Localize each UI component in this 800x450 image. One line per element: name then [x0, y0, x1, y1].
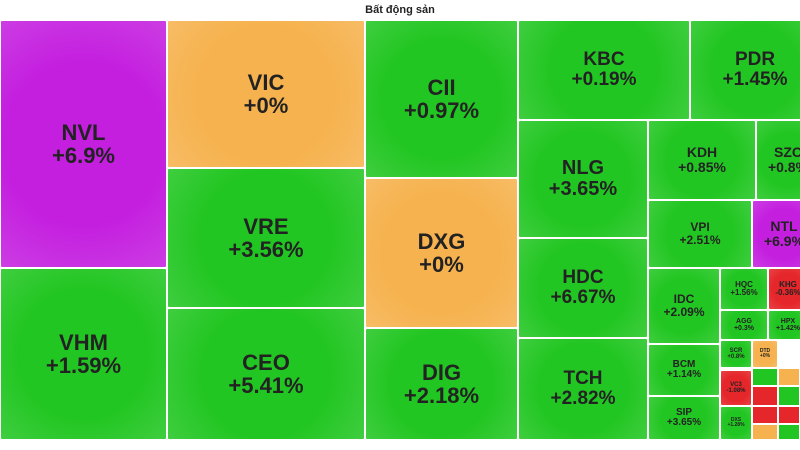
small-tile [752, 406, 778, 424]
ticker: VRE [243, 213, 289, 239]
change: +6.67% [550, 287, 616, 308]
change: +1.14% [666, 369, 702, 380]
tile[interactable]: SZC+0.8% [756, 120, 800, 200]
change: +3.56% [228, 237, 304, 262]
change: +1.42% [776, 325, 800, 332]
change: +0% [759, 353, 771, 359]
change: +1.56% [730, 288, 758, 297]
ticker: DTD [759, 347, 771, 354]
ticker: VIC [247, 69, 285, 95]
tile[interactable]: KHG -0.36% [768, 268, 800, 310]
tile[interactable]: KBC +0.19% [518, 20, 690, 120]
tile[interactable]: VRE +3.56% [167, 168, 365, 308]
ticker: SZC [774, 144, 800, 161]
ticker: HDC [562, 267, 604, 289]
tile[interactable]: VC3 -1.08% [720, 370, 752, 406]
tile[interactable]: HPX +1.42% [768, 310, 800, 340]
change: +0% [419, 252, 464, 277]
tile[interactable]: TCH +2.82% [518, 338, 648, 440]
ticker: VC3 [730, 381, 742, 388]
change: +5.41% [228, 373, 304, 398]
small-tile [778, 406, 800, 424]
ticker: NTL [770, 218, 798, 235]
tile[interactable]: DTD +0% [752, 340, 778, 368]
change: +0.85% [678, 159, 726, 175]
change: +0.8% [767, 159, 800, 175]
small-tile [778, 386, 800, 406]
tile[interactable]: SIP +3.65% [648, 396, 720, 440]
ticker: KDH [686, 144, 718, 161]
change: +0.97% [403, 98, 480, 123]
small-tile [752, 424, 778, 440]
change: +2.51% [679, 233, 721, 247]
ticker: PDR [734, 49, 776, 71]
small-tile [778, 424, 800, 440]
ticker: TCH [563, 368, 603, 390]
tile[interactable]: KDH +0.85% [648, 120, 756, 200]
tile[interactable]: NLG +3.65% [518, 120, 648, 238]
change: +0.8% [727, 354, 745, 360]
tile[interactable]: DXS +1.28% [720, 406, 752, 440]
ticker: VHM [59, 329, 108, 355]
tile[interactable]: VHM +1.59% [0, 268, 167, 440]
change: +3.65% [548, 178, 618, 200]
tile[interactable]: PDR +1.45% [690, 20, 800, 120]
ticker: HQC [735, 279, 753, 289]
ticker: SCR [729, 347, 743, 354]
tile[interactable]: NVL +6.9% [0, 20, 167, 268]
change: +2.09% [663, 305, 705, 319]
ticker: DIG [421, 359, 462, 385]
small-tile [752, 386, 778, 406]
tile[interactable]: VIC +0% [167, 20, 365, 168]
tile[interactable]: SCR +0.8% [720, 340, 752, 368]
change: +0% [243, 93, 289, 118]
ticker: BCM [672, 358, 696, 370]
tile[interactable]: HDC +6.67% [518, 238, 648, 338]
small-tile [778, 368, 800, 386]
tile[interactable]: DIG +2.18% [365, 328, 518, 440]
change: +6.9% [763, 233, 800, 249]
change: +1.28% [727, 422, 745, 428]
tile[interactable]: HQC +1.56% [720, 268, 768, 310]
ticker: VPI [690, 220, 710, 235]
change: +2.82% [550, 388, 616, 409]
tile[interactable]: NTL+6.9% [752, 200, 800, 268]
tile[interactable]: VPI +2.51% [648, 200, 752, 268]
chart-title: Bất động sản [365, 4, 435, 16]
change: -1.08% [726, 388, 746, 394]
tile[interactable]: DXG +0% [365, 178, 518, 328]
change: +0.3% [733, 325, 755, 332]
tile[interactable]: BCM +1.14% [648, 344, 720, 396]
change: +3.65% [666, 417, 702, 428]
ticker: CEO [242, 349, 290, 375]
change: +1.59% [45, 353, 122, 378]
tile[interactable]: AGG +0.3% [720, 310, 768, 340]
ticker: CII [427, 74, 456, 100]
change: +0.19% [571, 69, 637, 90]
change: -0.36% [775, 288, 800, 297]
ticker: NVL [61, 119, 106, 145]
ticker: AGG [736, 317, 752, 325]
tile[interactable]: CII +0.97% [365, 20, 518, 178]
ticker: DXS [730, 416, 742, 423]
ticker: IDC [673, 292, 695, 307]
tile[interactable]: CEO +5.41% [167, 308, 365, 440]
change: +6.9% [52, 143, 115, 168]
ticker: NLG [561, 157, 605, 179]
change: +1.45% [722, 69, 788, 90]
ticker: KBC [583, 49, 625, 71]
ticker: DXG [417, 228, 466, 254]
tile[interactable]: IDC +2.09% [648, 268, 720, 344]
ticker: SIP [675, 406, 693, 418]
small-tile [752, 368, 778, 386]
ticker: KHG [779, 279, 797, 289]
ticker: HPX [780, 317, 796, 325]
change: +2.18% [403, 383, 480, 408]
